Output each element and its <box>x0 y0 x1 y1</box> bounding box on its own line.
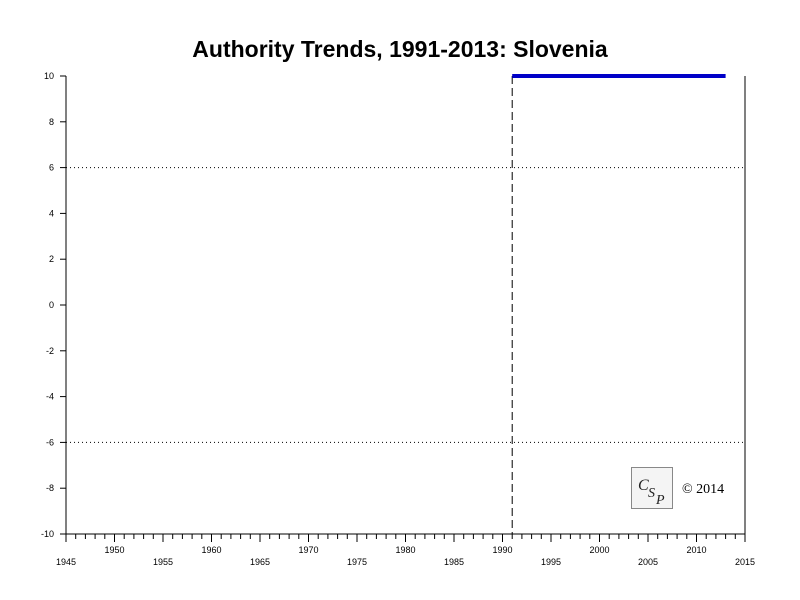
chart-title: Authority Trends, 1991-2013: Slovenia <box>192 36 608 62</box>
svg-text:P: P <box>655 493 665 508</box>
y-tick-label: -6 <box>46 437 54 447</box>
y-tick-label: 10 <box>44 71 54 81</box>
x-tick-label: 1995 <box>541 557 561 567</box>
y-tick-label: 0 <box>49 300 54 310</box>
x-tick-label: 2005 <box>638 557 658 567</box>
y-tick-label: -2 <box>46 346 54 356</box>
x-tick-label: 1945 <box>56 557 76 567</box>
copyright-text: © 2014 <box>682 482 725 497</box>
y-tick-label: 8 <box>49 117 54 127</box>
y-tick-label: 6 <box>49 163 54 173</box>
x-tick-label: 1965 <box>250 557 270 567</box>
x-tick-label: 1990 <box>492 545 512 555</box>
x-tick-label: 1950 <box>104 545 124 555</box>
svg-text:S: S <box>648 486 655 501</box>
x-tick-label: 1975 <box>347 557 367 567</box>
x-tick-label: 2015 <box>735 557 755 567</box>
x-tick-label: 1955 <box>153 557 173 567</box>
x-tick-label: 2000 <box>589 545 609 555</box>
y-tick-label: -8 <box>46 483 54 493</box>
x-tick-label: 2010 <box>686 545 706 555</box>
x-tick-label: 1960 <box>201 545 221 555</box>
svg-text:C: C <box>638 477 649 494</box>
y-tick-label: 4 <box>49 208 54 218</box>
y-tick-label: -10 <box>41 529 54 539</box>
x-tick-label: 1985 <box>444 557 464 567</box>
x-tick-label: 1970 <box>298 545 318 555</box>
csp-logo: C S P <box>631 467 673 509</box>
x-tick-label: 1980 <box>395 545 415 555</box>
y-tick-label: -4 <box>46 392 54 402</box>
y-tick-label: 2 <box>49 254 54 264</box>
